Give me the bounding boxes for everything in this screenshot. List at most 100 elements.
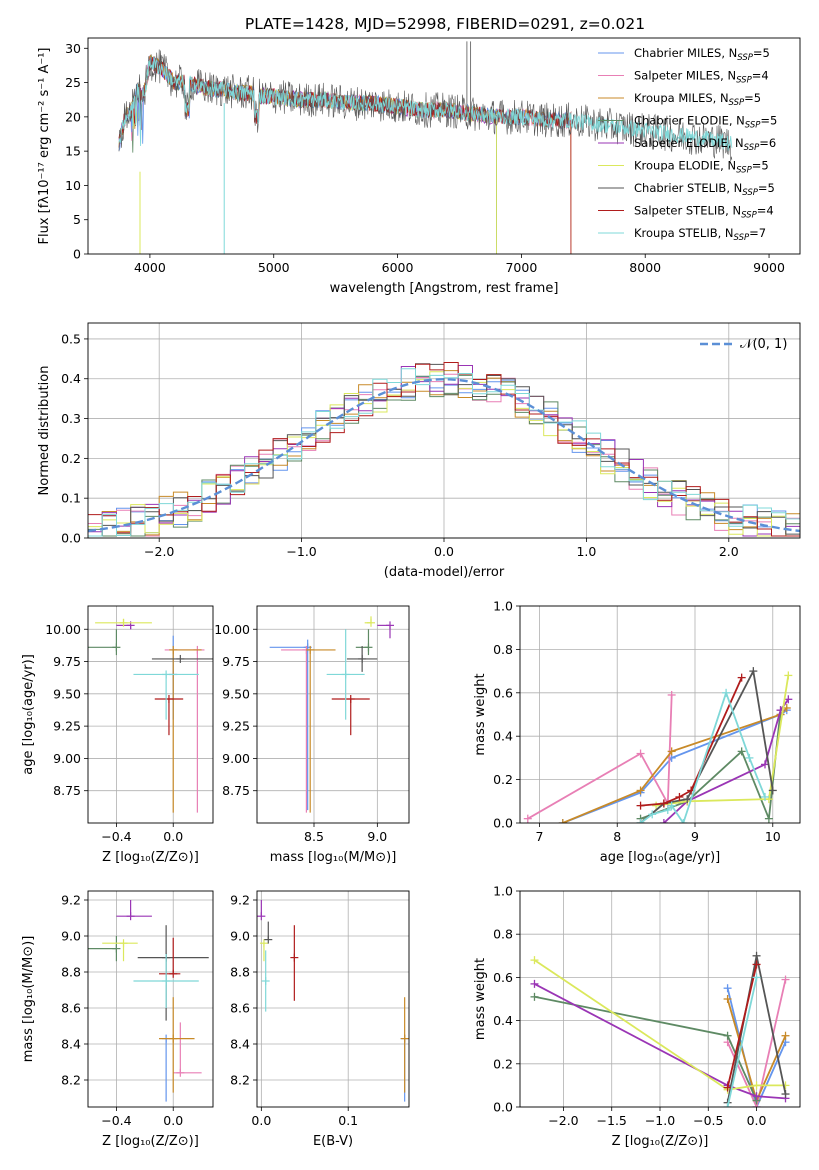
massweight-vs-age-ytick-label: 0.8 bbox=[493, 642, 513, 657]
age-vs-mass-xtick-label: 8.5 bbox=[304, 829, 324, 844]
spectrum-line-chabrier-stelib bbox=[118, 49, 733, 162]
residuals-plot-area bbox=[88, 362, 800, 537]
spectrum-ytick-label: 5 bbox=[73, 212, 81, 227]
legend-label: Salpeter STELIB, NSSP=4 bbox=[634, 204, 774, 221]
residuals-ytick-label: 0.1 bbox=[61, 491, 81, 506]
massweight-vs-Z-ylabel: mass weight bbox=[473, 958, 488, 1040]
age-vs-Z-xtick-label: −0.4 bbox=[101, 829, 131, 844]
massweight-vs-Z-ytick-label: 0.2 bbox=[493, 1056, 513, 1071]
spectrum-ytick-label: 20 bbox=[65, 109, 81, 124]
mass-vs-Z-ylabel: mass [log₁₀(M/M⊙)] bbox=[21, 936, 36, 1063]
mass-vs-EBV-ytick-label: 8.6 bbox=[230, 1001, 250, 1016]
age-vs-Z-ytick-label: 9.50 bbox=[53, 686, 81, 701]
massweight-vs-age-panel: 7 8 9 10 0.0 0.2 0.4 0.6 0.8 1.0 age [log₁₀(age/yr… bbox=[473, 599, 801, 865]
age-vs-Z-ytick-label: 9.00 bbox=[53, 751, 81, 766]
mass-weight-line-kroupa-elodie bbox=[655, 675, 790, 807]
mass-vs-Z-ytick-label: 8.4 bbox=[61, 1037, 81, 1052]
spectrum-line-salpeter-stelib bbox=[118, 56, 572, 254]
spectrum-border bbox=[87, 37, 801, 255]
mass-vs-EBV-ytick-label: 8.4 bbox=[230, 1037, 250, 1052]
age-vs-Z-xlabel: Z [log₁₀(Z/Z⊙)] bbox=[102, 850, 199, 865]
age-vs-mass-ytick-label: 9.00 bbox=[222, 751, 250, 766]
age-vs-Z-ylabel: age [log₁₀(age/yr)] bbox=[21, 654, 36, 775]
mass-vs-Z-panel: −0.4 0.0 8.2 8.4 8.6 8.8 9.0 9.2 Z [log₁₀(Z/Z⊙)]… bbox=[21, 890, 214, 1149]
massweight-vs-Z-panel: −2.0 −1.5 −1.0 −0.5 0.0 0.0 0.2 0.4 0.6 0.8 1.0 Z [… bbox=[473, 884, 801, 1149]
massweight-vs-Z-xtick-label: −1.0 bbox=[645, 1113, 675, 1128]
mass-weight-line-kroupa-stelib bbox=[726, 977, 758, 1107]
mass-vs-EBV-border bbox=[256, 890, 410, 1108]
massweight-vs-Z-xtick-label: −0.5 bbox=[693, 1113, 723, 1128]
legend-label: Kroupa MILES, NSSP=5 bbox=[634, 91, 761, 108]
age-vs-Z-xtick-label: 0.0 bbox=[163, 829, 183, 844]
residuals-xtick-label: 2.0 bbox=[719, 544, 739, 559]
figure-title: PLATE=1428, MJD=52998, FIBERID=0291, z=0… bbox=[245, 15, 645, 33]
massweight-vs-age-xlabel: age [log₁₀(age/yr)] bbox=[600, 850, 721, 865]
spectrum-ylabel: Flux [fλ10⁻¹⁷ erg cm⁻² s⁻¹ A⁻¹] bbox=[37, 48, 52, 245]
massweight-vs-age-ylabel: mass weight bbox=[473, 673, 488, 755]
residuals-xlabel: (data-model)/error bbox=[384, 565, 505, 580]
massweight-vs-age-xtick-label: 7 bbox=[535, 829, 543, 844]
mass-vs-Z-border bbox=[87, 890, 214, 1108]
massweight-vs-Z-ytick-label: 1.0 bbox=[493, 884, 513, 899]
spectrum-xtick-label: 5000 bbox=[258, 260, 290, 275]
mass-vs-EBV-plot-area bbox=[257, 900, 409, 1102]
legend-label: Salpeter ELODIE, NSSP=6 bbox=[634, 136, 776, 153]
residuals-ytick-label: 0.2 bbox=[61, 451, 81, 466]
age-vs-mass-ytick-label: 8.75 bbox=[222, 783, 250, 798]
residuals-ylabel: Normed distribution bbox=[37, 366, 52, 496]
massweight-vs-age-xtick-label: 9 bbox=[691, 829, 699, 844]
massweight-vs-age-ytick-label: 1.0 bbox=[493, 599, 513, 614]
spectrum-ytick-label: 30 bbox=[65, 41, 81, 56]
age-vs-mass-ytick-label: 9.75 bbox=[222, 654, 250, 669]
residuals-panel: −2.0 −1.0 0.0 1.0 2.0 0.0 0.1 0.2 0.3 0.4 0.5 (data… bbox=[37, 322, 801, 580]
mass-weight-line-salpeter-elodie bbox=[534, 983, 786, 1100]
mass-vs-Z-ytick-label: 9.0 bbox=[61, 929, 81, 944]
massweight-vs-Z-ytick-label: 0.0 bbox=[493, 1100, 513, 1115]
legend-label: Kroupa ELODIE, NSSP=5 bbox=[634, 159, 769, 176]
legend-label: Chabrier MILES, NSSP=5 bbox=[634, 46, 770, 63]
mass-vs-Z-ytick-label: 8.8 bbox=[61, 965, 81, 980]
massweight-vs-Z-ytick-label: 0.4 bbox=[493, 1013, 513, 1028]
massweight-vs-Z-xlabel: Z [log₁₀(Z/Z⊙)] bbox=[612, 1134, 709, 1149]
massweight-vs-age-frame: 7 8 9 10 0.0 0.2 0.4 0.6 0.8 1.0 age [log₁₀(age/yr… bbox=[473, 599, 801, 865]
massweight-vs-Z-xtick-label: −2.0 bbox=[548, 1113, 578, 1128]
massweight-vs-Z-ytick-label: 0.8 bbox=[493, 927, 513, 942]
mass-vs-EBV-ytick-label: 8.2 bbox=[230, 1073, 250, 1088]
age-vs-mass-plot-area bbox=[269, 616, 394, 813]
spectrum-xtick-label: 4000 bbox=[134, 260, 166, 275]
spectrum-xlabel: wavelength [Angstrom, rest frame] bbox=[330, 281, 559, 296]
massweight-vs-age-xtick-label: 8 bbox=[613, 829, 621, 844]
spectrum-panel: 4000 5000 6000 7000 8000 9000 0 5 10 15 20 25 30 wave… bbox=[37, 37, 801, 296]
age-vs-mass-xlabel: mass [log₁₀(M/M⊙)] bbox=[270, 850, 397, 865]
massweight-vs-age-ytick-label: 0.2 bbox=[493, 772, 513, 787]
age-vs-mass-ytick-label: 10.00 bbox=[214, 622, 250, 637]
legend-label: Kroupa STELIB, NSSP=7 bbox=[634, 226, 766, 243]
mass-vs-Z-ytick-label: 8.2 bbox=[61, 1073, 81, 1088]
massweight-vs-Z-frame: −2.0 −1.5 −1.0 −0.5 0.0 0.0 0.2 0.4 0.6 0.8 1.0 Z [… bbox=[473, 884, 801, 1149]
histogram-salpeter-stelib bbox=[88, 362, 800, 537]
mass-vs-EBV-xlabel: E(B-V) bbox=[313, 1134, 353, 1149]
age-vs-mass-frame: 8.5 9.0 8.75 9.00 9.25 9.50 9.75 10.00 mass [log… bbox=[214, 605, 410, 865]
massweight-vs-Z-ytick-label: 0.6 bbox=[493, 970, 513, 985]
massweight-vs-age-ytick-label: 0.6 bbox=[493, 685, 513, 700]
residuals-ytick-label: 0.4 bbox=[61, 371, 81, 386]
mass-weight-line-chabrier-elodie bbox=[534, 995, 758, 1101]
spectrum-xtick-label: 8000 bbox=[629, 260, 661, 275]
mass-vs-EBV-frame: 0.0 0.1 8.2 8.4 8.6 8.8 9.0 9.2 E(B-V) bbox=[230, 890, 410, 1149]
legend-label: 𝒩(0, 1) bbox=[740, 337, 787, 352]
residuals-xtick-label: −1.0 bbox=[286, 544, 316, 559]
legend-label: Chabrier STELIB, NSSP=5 bbox=[634, 181, 775, 198]
mass-weight-line-kroupa-elodie bbox=[533, 959, 786, 1091]
massweight-vs-age-border bbox=[519, 605, 801, 824]
residuals-ytick-label: 0.3 bbox=[61, 411, 81, 426]
spectrum-frame: 4000 5000 6000 7000 8000 9000 0 5 10 15 20 25 30 wave… bbox=[37, 37, 801, 296]
mass-vs-Z-ytick-label: 8.6 bbox=[61, 1001, 81, 1016]
age-vs-mass-xtick-label: 9.0 bbox=[367, 829, 387, 844]
mass-vs-EBV-ytick-label: 9.2 bbox=[230, 893, 250, 908]
mass-vs-Z-xtick-label: −0.4 bbox=[101, 1113, 131, 1128]
residuals-xtick-label: 0.0 bbox=[434, 544, 454, 559]
age-vs-Z-ytick-label: 9.25 bbox=[53, 719, 81, 734]
age-vs-Z-ytick-label: 9.75 bbox=[53, 654, 81, 669]
residuals-frame: −2.0 −1.0 0.0 1.0 2.0 0.0 0.1 0.2 0.3 0.4 0.5 (data… bbox=[37, 322, 801, 580]
